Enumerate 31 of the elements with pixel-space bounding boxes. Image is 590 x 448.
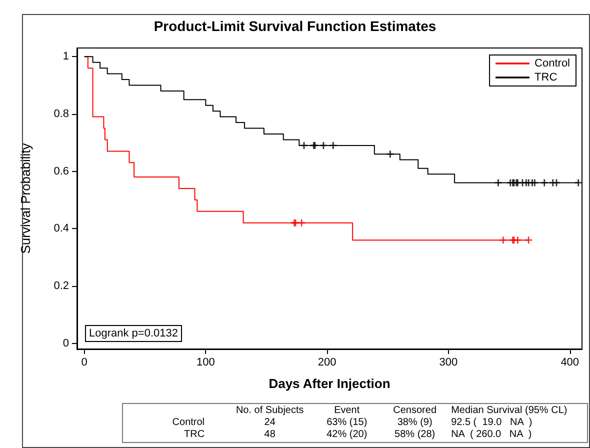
- x-tick-label: 200: [318, 356, 336, 368]
- legend-label: TRC: [534, 72, 558, 84]
- x-tick-label: 400: [560, 356, 580, 368]
- text: 38% (9): [396, 417, 434, 429]
- text: Control: [171, 417, 206, 429]
- y-tick-label: 0.8: [54, 108, 69, 120]
- text: TRC: [182, 429, 206, 441]
- legend-label: Control: [534, 58, 570, 70]
- y-tick-label: 1: [62, 50, 69, 63]
- x-axis-title: Days After Injection: [268, 376, 390, 391]
- text: No. of Subjects: [234, 405, 305, 417]
- text: Event: [333, 405, 361, 417]
- annotation: Logrank p=0.0132: [89, 328, 178, 340]
- text: 63% (15): [326, 417, 368, 429]
- text: Median Survival (95% CL): [451, 405, 568, 417]
- text: Censored: [392, 405, 438, 417]
- x-tick-label: 300: [439, 356, 458, 368]
- x-tick-label: 100: [196, 356, 215, 368]
- text: 42% (20): [326, 429, 368, 441]
- text: 48: [263, 429, 276, 441]
- y-tick-label: 0.6: [54, 165, 69, 178]
- y-tick-label: 0.4: [54, 222, 69, 235]
- text: 92.5 ( 19.0 NA ): [451, 417, 534, 429]
- text: 24: [263, 417, 276, 429]
- y-tick-label: 0.2: [54, 280, 69, 292]
- text: 58% (28): [394, 429, 436, 441]
- y-axis-title: Survival Probability: [18, 142, 33, 254]
- y-tick-label: 0: [62, 337, 69, 350]
- chart-title: Product-Limit Survival Function Estimates: [154, 18, 436, 34]
- x-tick-label: 0: [81, 356, 88, 368]
- text: NA ( 260.0 NA ): [451, 429, 533, 441]
